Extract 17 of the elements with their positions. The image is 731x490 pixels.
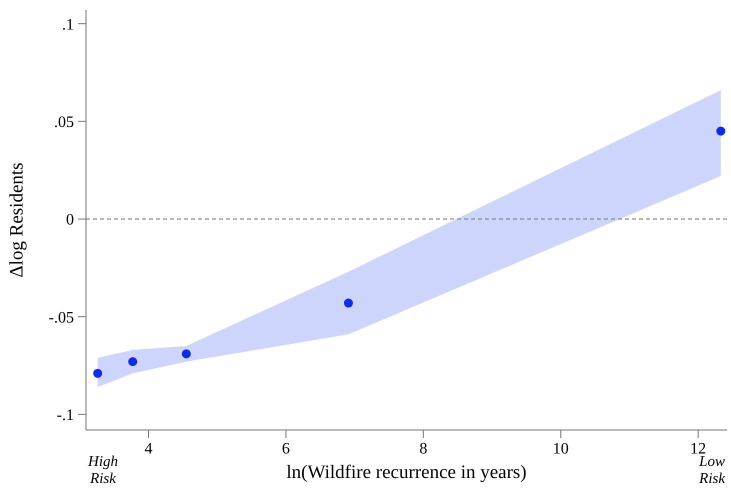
y-tick-label: 0: [66, 212, 74, 229]
y-tick-label: -.05: [48, 309, 74, 326]
y-tick-label: .05: [54, 114, 74, 132]
text: High Risk: [88, 454, 118, 488]
x-tick-label: 8: [419, 440, 428, 458]
y-tick-label: -.1: [56, 407, 74, 424]
y-tick-label: .1: [62, 16, 74, 34]
x-tick-label: 6: [282, 440, 290, 458]
point: [182, 349, 191, 358]
point: [93, 368, 102, 378]
x-tick-label: 4: [144, 440, 153, 458]
point: [344, 298, 353, 308]
point: [716, 126, 726, 136]
y-axis-title: Δlog Residents: [6, 162, 28, 278]
point: [128, 357, 138, 366]
x-tick-label: 10: [552, 440, 569, 458]
x-axis-title: ln(Wildfire recurrence in years): [286, 462, 527, 483]
